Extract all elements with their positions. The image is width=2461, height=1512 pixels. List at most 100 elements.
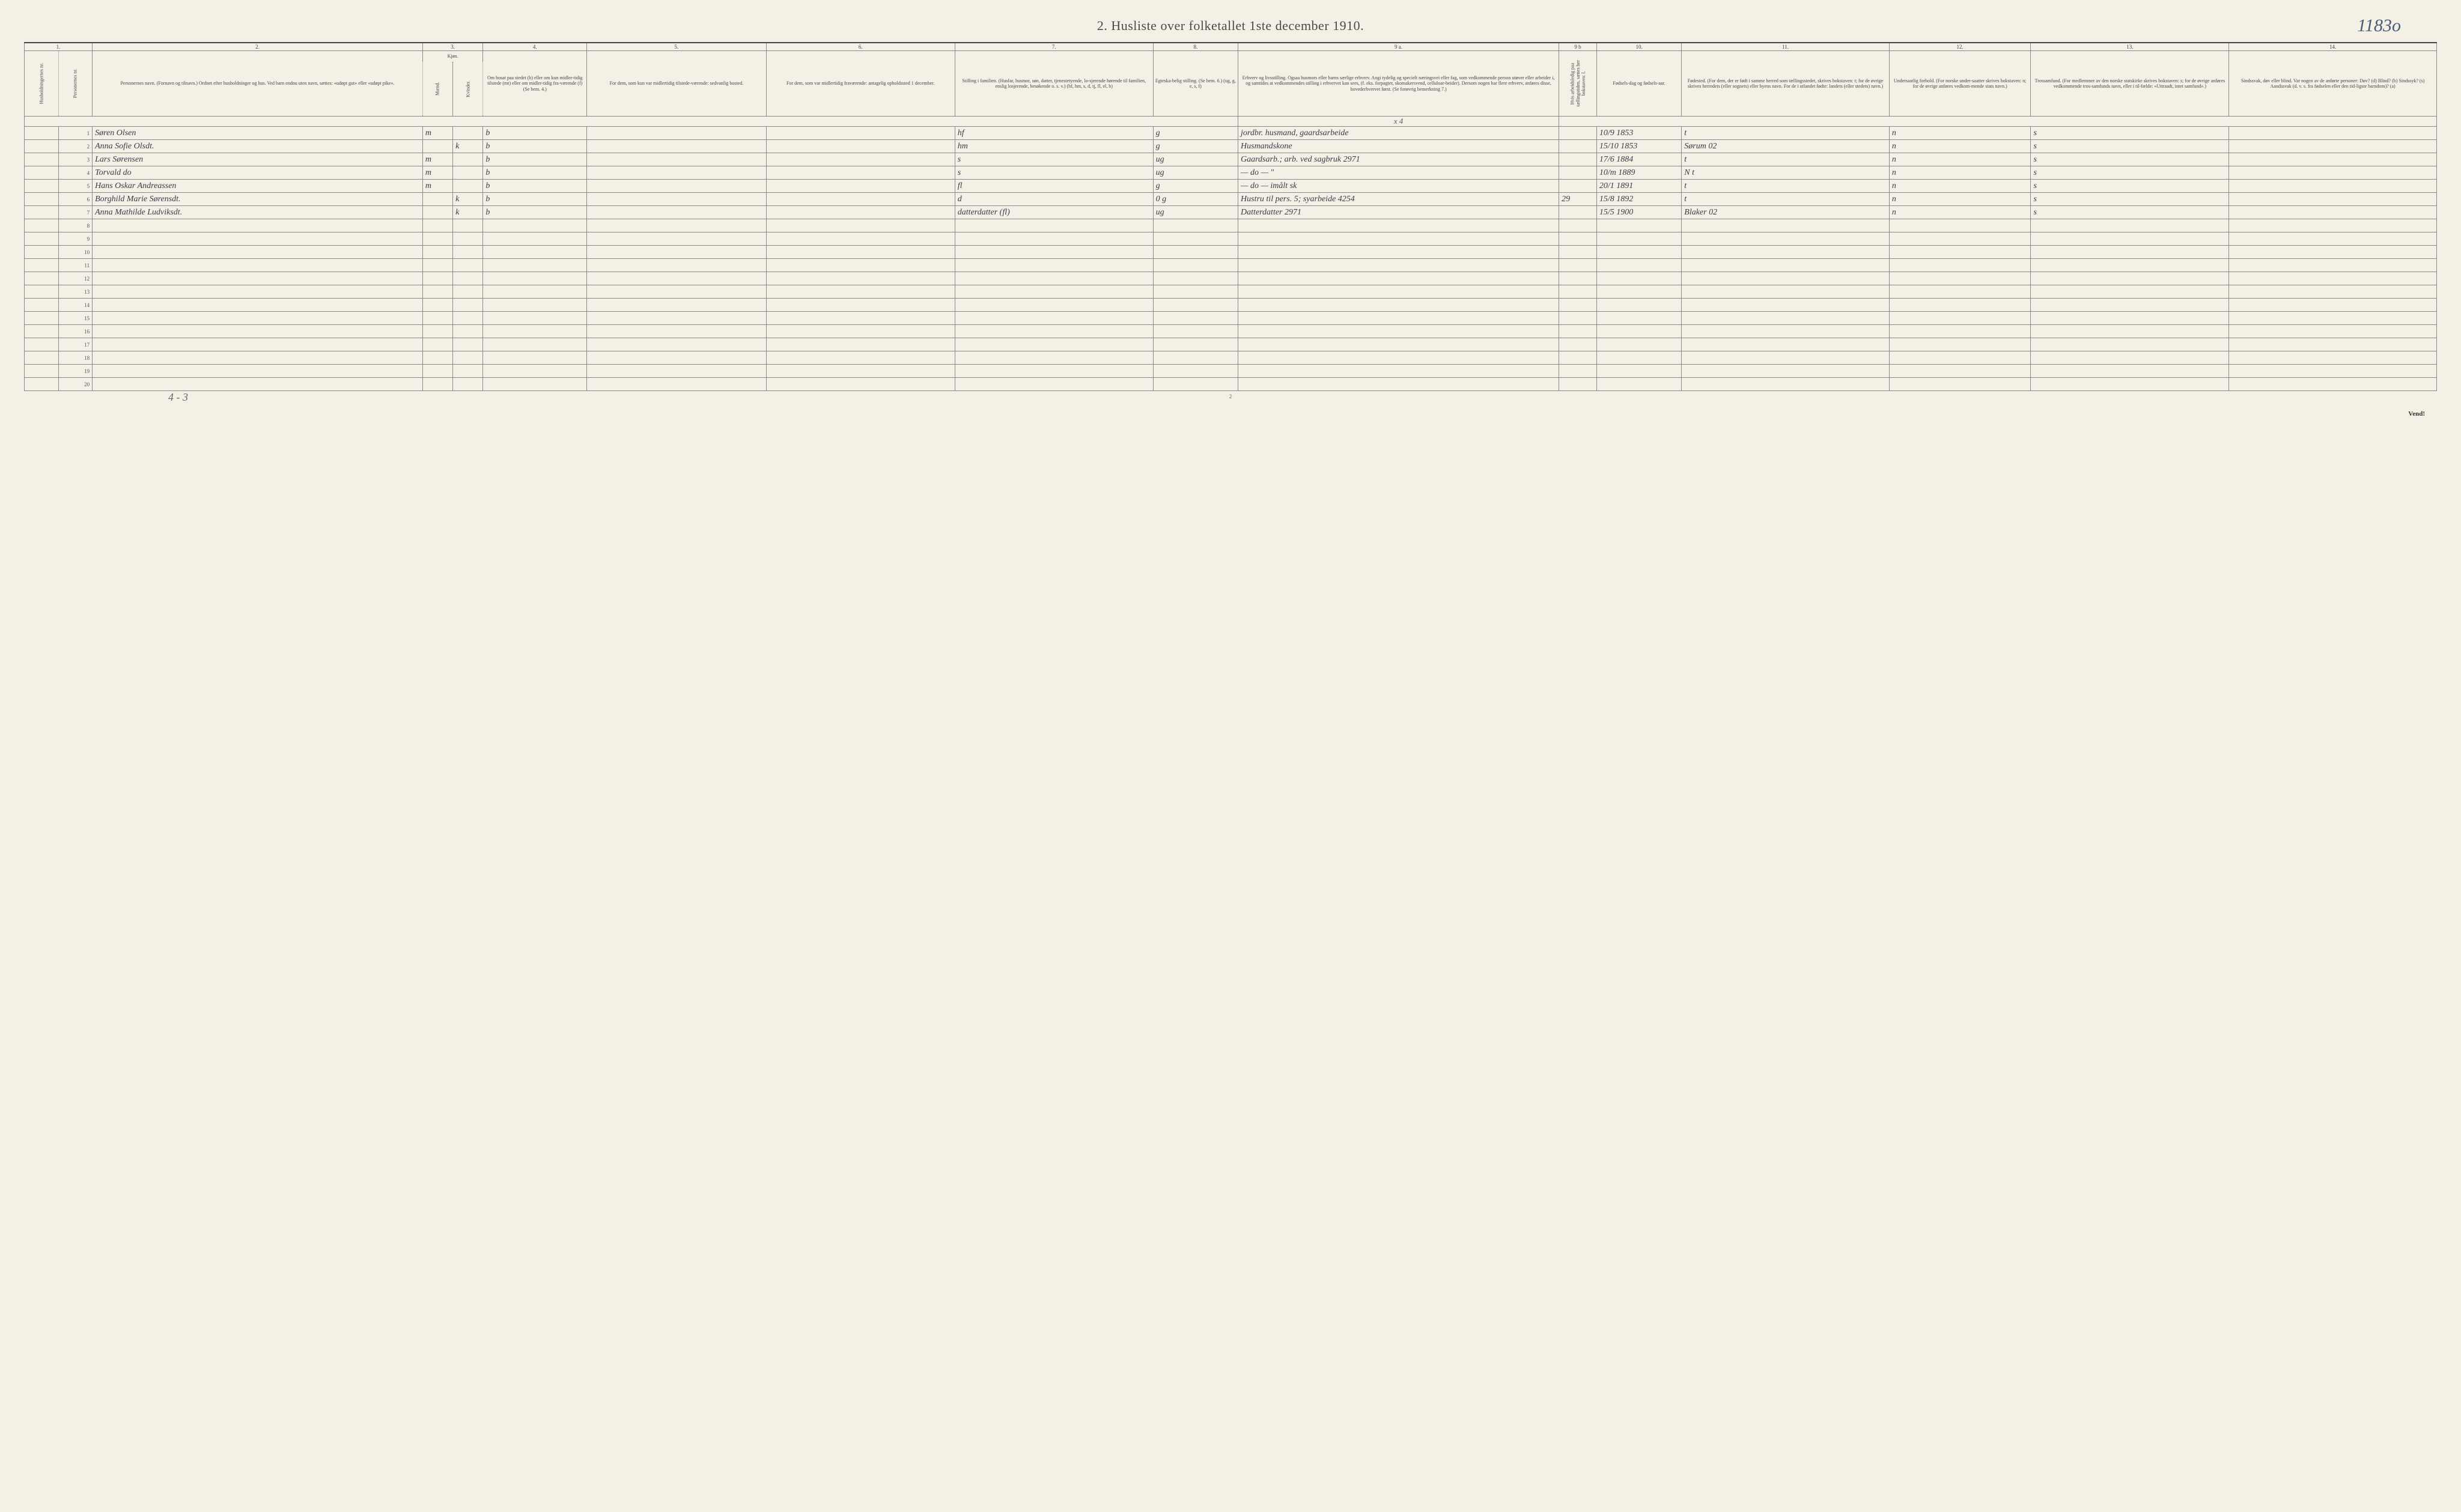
cell-empty [1559,351,1597,365]
cell-fam: fl [955,180,1153,193]
hdr-navn: Personernes navn. (Fornavn og tilnavn.) … [93,51,423,116]
cell-c9b [1559,153,1597,166]
cell-c5 [587,180,766,193]
cell-empty [483,272,587,285]
cell-m: m [422,153,452,166]
cell-empty [1153,325,1238,338]
hdr-bosat: Om bosat paa stedet (b) eller om kun mid… [483,51,587,116]
cell-empty [1682,285,1890,299]
cell-c6 [766,127,955,140]
cell-empty [1596,272,1681,285]
cell-empty [25,259,59,272]
cell-empty [2031,351,2229,365]
cell-empty [1889,378,2031,391]
cell-empty [955,325,1153,338]
cell-empty [955,351,1153,365]
page-title: 2. Husliste over folketallet 1ste decemb… [1097,18,1364,33]
cell-empty [1682,365,1890,378]
table-row-empty: 15 [25,312,2437,325]
cell-empty: 9 [58,232,93,246]
cell-empty [93,325,423,338]
cell-fam: s [955,166,1153,180]
cell-empty [1559,285,1597,299]
cell-empty [2229,338,2437,351]
cell-empty [483,351,587,365]
cell-rownum: 5 [58,180,93,193]
cell-empty [1559,299,1597,312]
cell-empty [2229,378,2437,391]
cell-erhv: — do — imålt sk [1238,180,1559,193]
cell-empty [1596,259,1681,272]
cell-m: m [422,127,452,140]
cell-empty: 8 [58,219,93,232]
cell-bos: b [483,153,587,166]
colnum-10: 10. [1596,43,1681,51]
cell-k: k [453,140,483,153]
cell-rownum: 7 [58,206,93,219]
colnum-6: 6. [766,43,955,51]
cell-empty [955,219,1153,232]
cell-empty [2031,246,2229,259]
cell-empty [422,272,452,285]
cell-c6 [766,180,955,193]
cell-empty [483,285,587,299]
cell-empty [453,378,483,391]
cell-empty [1889,259,2031,272]
cell-empty [587,232,766,246]
cell-empty [25,325,59,338]
cell-empty [2031,232,2229,246]
cell-erhv: jordbr. husmand, gaardsarbeide [1238,127,1559,140]
cell-empty [25,378,59,391]
cell-empty [587,378,766,391]
cell-empty [93,246,423,259]
cell-empty [453,259,483,272]
cell-empty [453,272,483,285]
cell-empty: 14 [58,299,93,312]
hdr-person-nr: Personernes nr. [58,51,93,116]
cell-empty [766,232,955,246]
cell-bos: b [483,166,587,180]
cell-empty [422,246,452,259]
cell-empty [2229,365,2437,378]
cell-empty [2031,338,2229,351]
cell-empty [2229,312,2437,325]
cell-empty [93,312,423,325]
cell-empty [483,299,587,312]
cell-k [453,166,483,180]
cell-rownum: 2 [58,140,93,153]
cell-empty [93,351,423,365]
cell-m [422,193,452,206]
cell-c9b: 29 [1559,193,1597,206]
cell-erhv: Gaardsarb.; arb. ved sagbruk 2971 [1238,153,1559,166]
cell-fod: 15/5 1900 [1596,206,1681,219]
cell-empty [25,232,59,246]
cell-empty: 17 [58,338,93,351]
cell-empty: 12 [58,272,93,285]
cell-m [422,206,452,219]
hdr-kvinder: Kvinder. [453,62,483,116]
cell-k: k [453,206,483,219]
cell-empty [1682,351,1890,365]
table-row: 3Lars SørensenmbsugGaardsarb.; arb. ved … [25,153,2437,166]
cell-c9b [1559,127,1597,140]
cell-c6 [766,206,955,219]
cell-rownum [25,153,59,166]
cell-empty [766,272,955,285]
census-sheet: 2. Husliste over folketallet 1ste decemb… [24,18,2437,399]
cell-fsted: Blaker 02 [1682,206,1890,219]
cell-rownum [25,127,59,140]
cell-empty: 13 [58,285,93,299]
table-row: 2Anna Sofie Olsdt.kbhmgHusmandskone15/10… [25,140,2437,153]
cell-c14 [2229,206,2437,219]
table-row-empty: 19 [25,365,2437,378]
cell-empty [2229,246,2437,259]
cell-fam: hm [955,140,1153,153]
cell-empty [1238,312,1559,325]
cell-empty [25,351,59,365]
cell-empty [1682,378,1890,391]
cell-empty [766,365,955,378]
hdr-undersaat: Undersaatlig forhold. (For norske under-… [1889,51,2031,116]
cell-empty [1559,312,1597,325]
cell-empty [1889,232,2031,246]
bottom-pencil-note: 4 - 3 [168,391,188,404]
